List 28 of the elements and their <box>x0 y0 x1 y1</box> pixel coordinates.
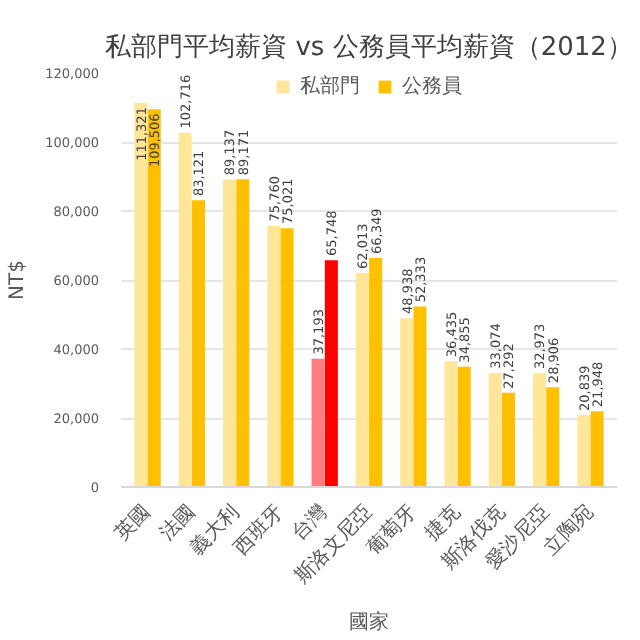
legend-label: 私部門 <box>300 73 360 100</box>
bar <box>134 102 148 487</box>
chart-title: 私部門平均薪資 vs 公務員平均薪資（2012） <box>105 33 633 63</box>
legend-label: 公務員 <box>402 74 462 100</box>
bar <box>222 179 237 487</box>
bar <box>355 273 369 487</box>
bar <box>178 132 192 487</box>
bar <box>400 318 414 487</box>
bar <box>444 361 458 487</box>
bar <box>267 225 281 487</box>
y-axis-title: NT$ <box>7 260 30 300</box>
bar <box>147 109 161 487</box>
bar <box>311 358 325 487</box>
bar <box>191 200 206 487</box>
bar <box>236 179 250 487</box>
bar <box>369 258 383 487</box>
bar <box>457 366 471 487</box>
bar <box>413 306 427 487</box>
x-tick-label: 英國 <box>110 499 156 546</box>
bar <box>488 372 502 487</box>
bar <box>280 228 294 487</box>
bar <box>546 387 560 487</box>
x-axis-title: 國家 <box>349 610 389 635</box>
bar <box>532 373 547 487</box>
bar <box>590 411 604 487</box>
bar <box>324 260 338 487</box>
bar <box>501 392 516 487</box>
bar <box>577 415 591 487</box>
